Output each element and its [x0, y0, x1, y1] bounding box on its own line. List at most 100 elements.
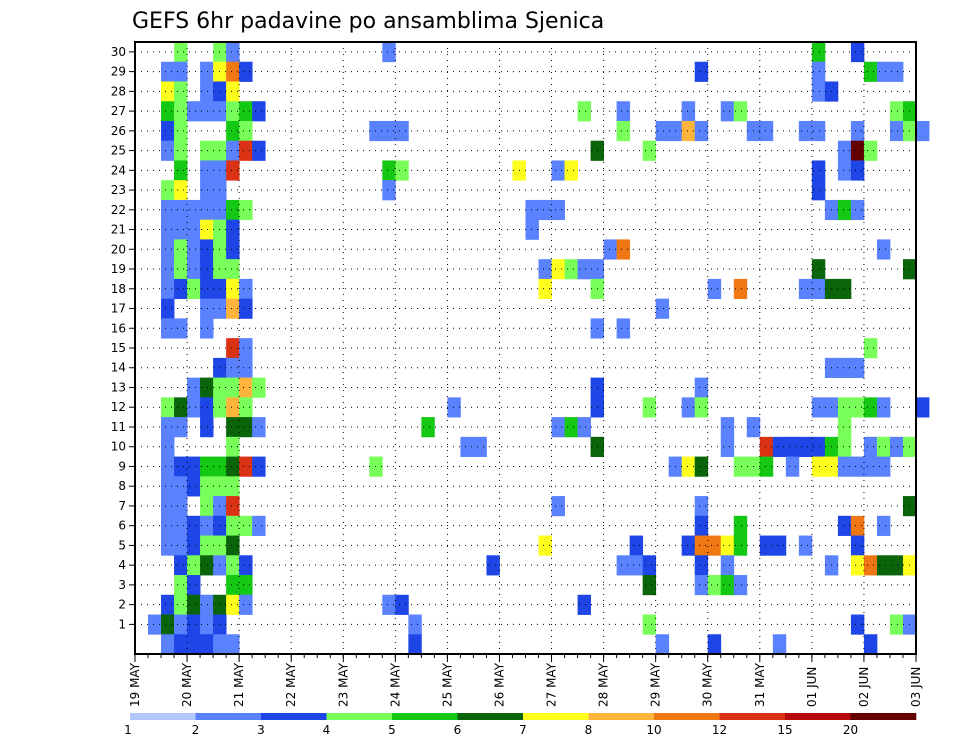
heatmap-cell — [538, 259, 552, 280]
heatmap-cell — [161, 140, 175, 161]
heatmap-cell — [174, 160, 188, 181]
heatmap-cell — [408, 614, 422, 635]
heatmap-cell — [226, 594, 240, 615]
heatmap-cell — [681, 535, 696, 556]
heatmap-cell — [785, 456, 800, 477]
heatmap-cell — [174, 278, 188, 300]
y-tick-label: 11 — [111, 420, 126, 434]
heatmap-cell — [200, 397, 214, 418]
heatmap-cell — [187, 278, 201, 300]
heatmap-cell — [174, 219, 188, 240]
x-tick-label: 27 MAY — [545, 662, 559, 707]
heatmap-cell — [161, 318, 175, 339]
heatmap-cell — [603, 239, 618, 260]
heatmap-cell — [382, 594, 396, 615]
heatmap-cell — [850, 555, 865, 576]
heatmap-cell — [863, 61, 878, 82]
heatmap-cell — [837, 140, 852, 161]
heatmap-cell — [187, 199, 201, 221]
heatmap-cell — [226, 397, 240, 418]
y-tick-label: 8 — [118, 479, 126, 493]
heatmap-cell — [538, 199, 552, 221]
heatmap-cell — [460, 436, 474, 457]
heatmap-cell — [200, 199, 214, 221]
colorbar-label: 20 — [843, 723, 858, 737]
heatmap-cell — [798, 535, 813, 556]
heatmap-cell — [187, 555, 201, 576]
heatmap-cell — [174, 417, 188, 438]
heatmap-cell — [200, 180, 214, 201]
y-axis: 1234567891011121314151617181920212223242… — [111, 45, 135, 631]
heatmap-cell — [577, 417, 591, 438]
heatmap-cell — [629, 535, 644, 556]
heatmap-cell — [551, 496, 565, 517]
heatmap-cell — [200, 417, 214, 438]
y-tick-label: 13 — [111, 380, 126, 394]
heatmap-cell — [863, 338, 878, 359]
heatmap-cell — [174, 140, 188, 161]
colorbar-swatch — [261, 713, 327, 720]
heatmap-cell — [226, 101, 240, 122]
heatmap-cell — [382, 42, 396, 63]
heatmap-cell — [187, 634, 201, 655]
heatmap-cell — [239, 397, 253, 418]
heatmap-cell — [200, 298, 214, 319]
x-tick-label: 24 MAY — [388, 662, 402, 707]
heatmap-cell — [811, 436, 826, 457]
heatmap-cell — [811, 160, 826, 181]
heatmap-cell — [811, 397, 826, 418]
heatmap-cell — [226, 496, 240, 517]
colorbar-swatch — [457, 713, 524, 720]
heatmap-cell — [395, 594, 409, 615]
y-tick-label: 5 — [118, 538, 126, 552]
heatmap-cell — [694, 575, 709, 596]
heatmap-cell — [916, 120, 930, 142]
heatmap-cell — [811, 180, 826, 201]
heatmap-cell — [226, 160, 240, 181]
colorbar-label: 3 — [257, 723, 265, 737]
colorbar-swatch — [130, 713, 196, 720]
heatmap-cell — [772, 436, 787, 457]
x-tick-label: 03 JUN — [909, 667, 923, 707]
heatmap-cell — [148, 614, 162, 635]
heatmap-cell — [863, 555, 878, 576]
heatmap-cell — [655, 120, 670, 142]
heatmap-cell — [889, 436, 904, 457]
heatmap-cell — [811, 456, 826, 477]
heatmap-cell — [421, 417, 435, 438]
y-tick-label: 20 — [111, 242, 126, 256]
heatmap-cell — [187, 535, 201, 556]
heatmap-cell — [798, 120, 813, 142]
heatmap-cell — [876, 456, 891, 477]
heatmap-cell — [187, 594, 201, 615]
y-tick-label: 14 — [111, 361, 126, 375]
heatmap-cell — [850, 357, 865, 379]
heatmap-cell — [798, 436, 813, 457]
heatmap-cell — [850, 160, 865, 181]
y-tick-label: 3 — [118, 578, 126, 592]
x-tick-label: 01 JUN — [805, 667, 819, 707]
heatmap-cell — [252, 417, 266, 438]
heatmap-cell — [174, 180, 188, 201]
y-tick-label: 24 — [111, 163, 126, 177]
heatmap-cell — [772, 535, 787, 556]
heatmap-cell — [161, 180, 175, 201]
heatmap-cell — [720, 436, 735, 457]
heatmap-cell — [239, 61, 253, 82]
heatmap-cell — [161, 594, 175, 615]
y-tick-label: 6 — [118, 519, 126, 533]
heatmap-cell — [369, 120, 383, 142]
heatmap-cell — [876, 515, 891, 536]
heatmap-cell — [551, 259, 565, 280]
heatmap-cell — [876, 555, 891, 576]
heatmap-cell — [239, 377, 253, 398]
heatmap-cell — [863, 397, 878, 418]
heatmap-cell — [200, 535, 214, 556]
heatmap-cell — [252, 515, 266, 536]
heatmap-cell — [161, 397, 175, 418]
y-tick-label: 22 — [111, 203, 126, 217]
colorbar-label: 6 — [454, 723, 462, 737]
heatmap-cell — [239, 594, 253, 615]
heatmap-cell — [200, 456, 214, 477]
heatmap-cell — [161, 496, 175, 517]
